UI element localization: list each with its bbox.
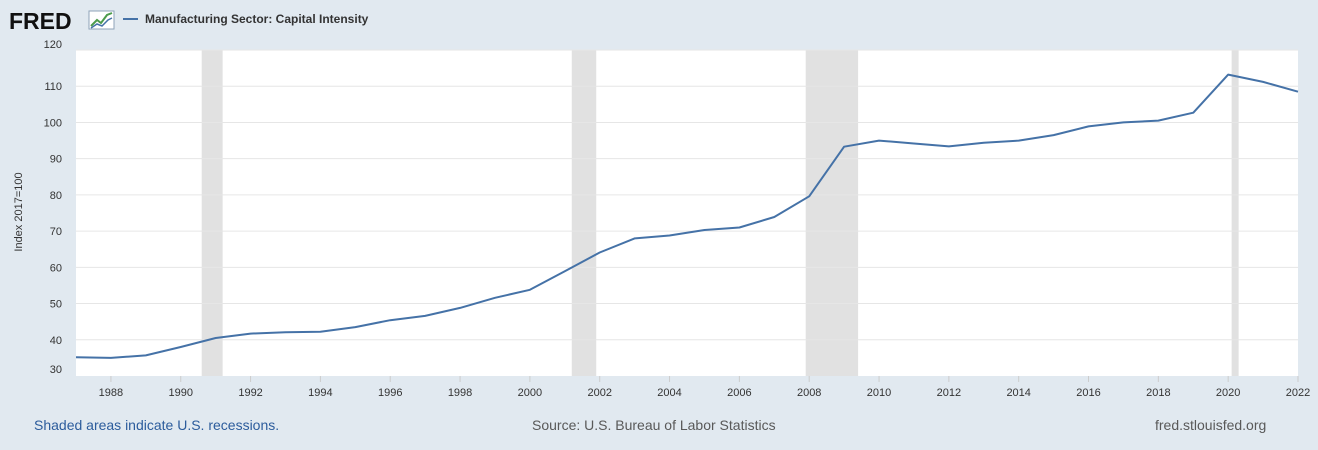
x-tick-label: 1990 (169, 387, 193, 399)
data-point[interactable] (247, 330, 255, 338)
y-tick-label: 50 (50, 299, 62, 311)
data-point[interactable] (72, 353, 80, 361)
data-point[interactable] (945, 142, 953, 150)
recession-shading (201, 50, 1239, 376)
data-point[interactable] (596, 248, 604, 256)
x-tick-label: 2004 (657, 387, 681, 399)
y-tick-label: 120 (44, 39, 62, 51)
fred-logo[interactable]: FRED (9, 8, 115, 34)
y-tick-label: 90 (50, 154, 62, 166)
recession-note-link[interactable]: Shaded areas indicate U.S. recessions. (34, 417, 280, 433)
data-point[interactable] (840, 143, 848, 151)
data-point[interactable] (281, 328, 289, 336)
x-tick-label: 2014 (1006, 387, 1030, 399)
plot-area (76, 50, 1298, 376)
data-point[interactable] (980, 139, 988, 147)
data-point[interactable] (1294, 88, 1302, 96)
data-point[interactable] (386, 316, 394, 324)
data-point[interactable] (526, 286, 534, 294)
recession-band-3 (1231, 50, 1239, 376)
data-point[interactable] (456, 304, 464, 312)
fred-logo-text: FRED (9, 8, 72, 34)
data-point[interactable] (142, 351, 150, 359)
data-point[interactable] (351, 323, 359, 331)
recession-band-1 (571, 50, 597, 376)
data-point[interactable] (875, 137, 883, 145)
x-axis: 1988 1990 1992 1994 1996 1998 2000 2002 2004 2006… (99, 376, 1310, 399)
series-line-0[interactable] (75, 73, 1299, 359)
x-tick-label: 1992 (238, 387, 262, 399)
y-tick-label: 40 (50, 335, 62, 347)
data-point[interactable] (561, 267, 569, 275)
y-tick-label: 30 (50, 364, 62, 376)
series (72, 71, 1302, 362)
legend: Manufacturing Sector: Capital Intensity (123, 12, 369, 26)
x-tick-label: 1988 (99, 387, 123, 399)
grid-lines (76, 49, 1298, 341)
y-tick-label: 60 (50, 262, 62, 274)
x-tick-label: 2002 (587, 387, 611, 399)
chart: FRED Manufacturing Sector: Capital Inten… (9, 8, 1310, 399)
data-point[interactable] (316, 328, 324, 336)
data-point[interactable] (421, 312, 429, 320)
data-point[interactable] (1119, 118, 1127, 126)
y-tick-label: 100 (44, 117, 62, 129)
data-point[interactable] (631, 234, 639, 242)
x-tick-label: 2020 (1216, 387, 1240, 399)
x-tick-label: 2000 (518, 387, 542, 399)
data-point[interactable] (1259, 78, 1267, 86)
data-point[interactable] (805, 192, 813, 200)
y-tick-label: 110 (44, 81, 62, 93)
data-point[interactable] (1015, 137, 1023, 145)
source-text: Source: U.S. Bureau of Labor Statistics (532, 417, 776, 433)
data-point[interactable] (1154, 117, 1162, 125)
fred-logo-chart-icon (88, 10, 115, 30)
y-tick-label: 80 (50, 190, 62, 202)
x-tick-label: 2016 (1076, 387, 1100, 399)
data-point[interactable] (491, 294, 499, 302)
recession-band-0 (201, 50, 223, 376)
x-tick-label: 1998 (448, 387, 472, 399)
data-point[interactable] (666, 231, 674, 239)
x-tick-label: 2008 (797, 387, 821, 399)
y-tick-label: 70 (50, 226, 62, 238)
data-point[interactable] (1050, 131, 1058, 139)
y-axis: 30 40 50 60 70 80 90 100 110 120 (44, 39, 62, 376)
legend-label: Manufacturing Sector: Capital Intensity (145, 12, 369, 26)
x-tick-label: 2022 (1286, 387, 1310, 399)
x-tick-label: 2012 (937, 387, 961, 399)
x-tick-label: 1994 (308, 387, 332, 399)
data-point[interactable] (735, 223, 743, 231)
x-tick-label: 1996 (378, 387, 402, 399)
data-point[interactable] (1189, 109, 1197, 117)
data-point[interactable] (212, 334, 220, 342)
data-point[interactable] (1224, 71, 1232, 79)
data-point[interactable] (700, 226, 708, 234)
site-url[interactable]: fred.stlouisfed.org (1155, 417, 1267, 433)
data-point[interactable] (177, 343, 185, 351)
x-tick-label: 2006 (727, 387, 751, 399)
data-point[interactable] (910, 139, 918, 147)
data-point[interactable] (770, 213, 778, 221)
x-tick-label: 2018 (1146, 387, 1170, 399)
y-axis-label: Index 2017=100 (13, 172, 25, 251)
data-point[interactable] (107, 354, 115, 362)
recession-band-2 (805, 50, 859, 376)
x-tick-label: 2010 (867, 387, 891, 399)
data-point[interactable] (1085, 122, 1093, 130)
